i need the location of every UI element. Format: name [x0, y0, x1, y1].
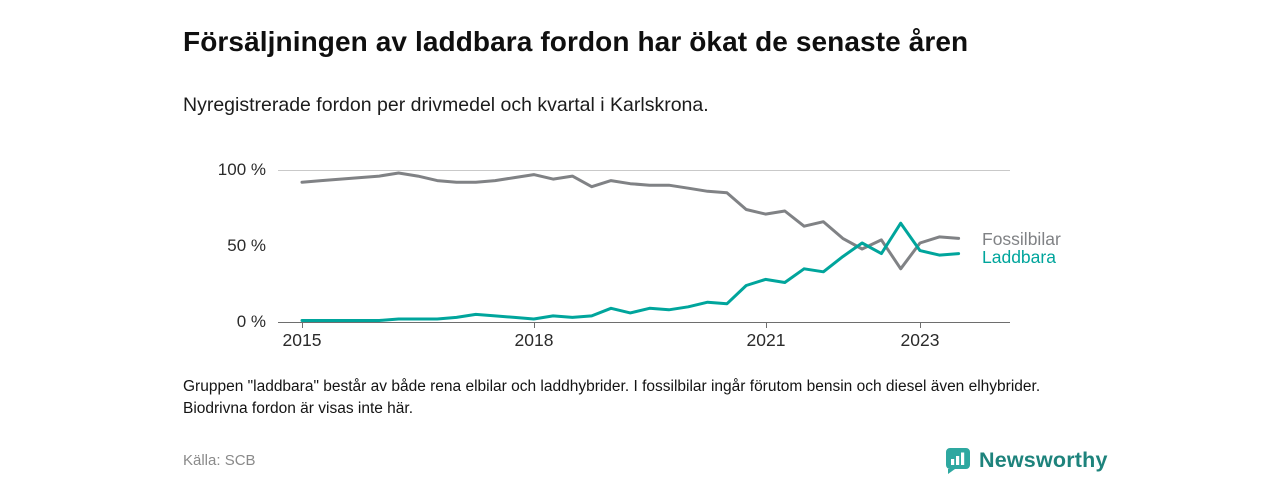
- y-axis-label-0: 0 %: [236, 312, 266, 331]
- x-tick-2015: [302, 323, 303, 328]
- bar-chart-speech-bubble-icon: [944, 447, 971, 474]
- newsworthy-wordmark: Newsworthy: [979, 448, 1108, 472]
- x-axis-label-2015: 2015: [282, 330, 322, 350]
- x-tick-2018: [534, 323, 535, 328]
- x-tick-2023: [920, 323, 921, 328]
- x-axis-label-2018: 2018: [514, 330, 554, 350]
- y-axis-label-100: 100 %: [217, 160, 266, 179]
- x-axis-label-2021: 2021: [746, 330, 786, 350]
- series-label-laddbara: Laddbara: [982, 247, 1056, 267]
- y-axis-label-50: 50 %: [227, 236, 266, 255]
- x-axis-line: [278, 322, 1010, 323]
- chart-lines-svg: [300, 171, 961, 322]
- chart-footnote: Gruppen "laddbara" består av både rena e…: [183, 378, 1041, 417]
- chart-subtitle: Nyregistrerade fordon per drivmedel och …: [183, 94, 709, 116]
- newsworthy-logo[interactable]: Newsworthy: [944, 447, 1108, 474]
- x-axis-label-2023: 2023: [900, 330, 940, 350]
- chart-title: Försäljningen av laddbara fordon har öka…: [183, 25, 969, 57]
- source-label: Källa: SCB: [183, 452, 256, 469]
- x-tick-2021: [766, 323, 767, 328]
- gridline-100-percent: [278, 170, 1010, 171]
- series-label-fossilbilar: Fossilbilar: [982, 229, 1061, 249]
